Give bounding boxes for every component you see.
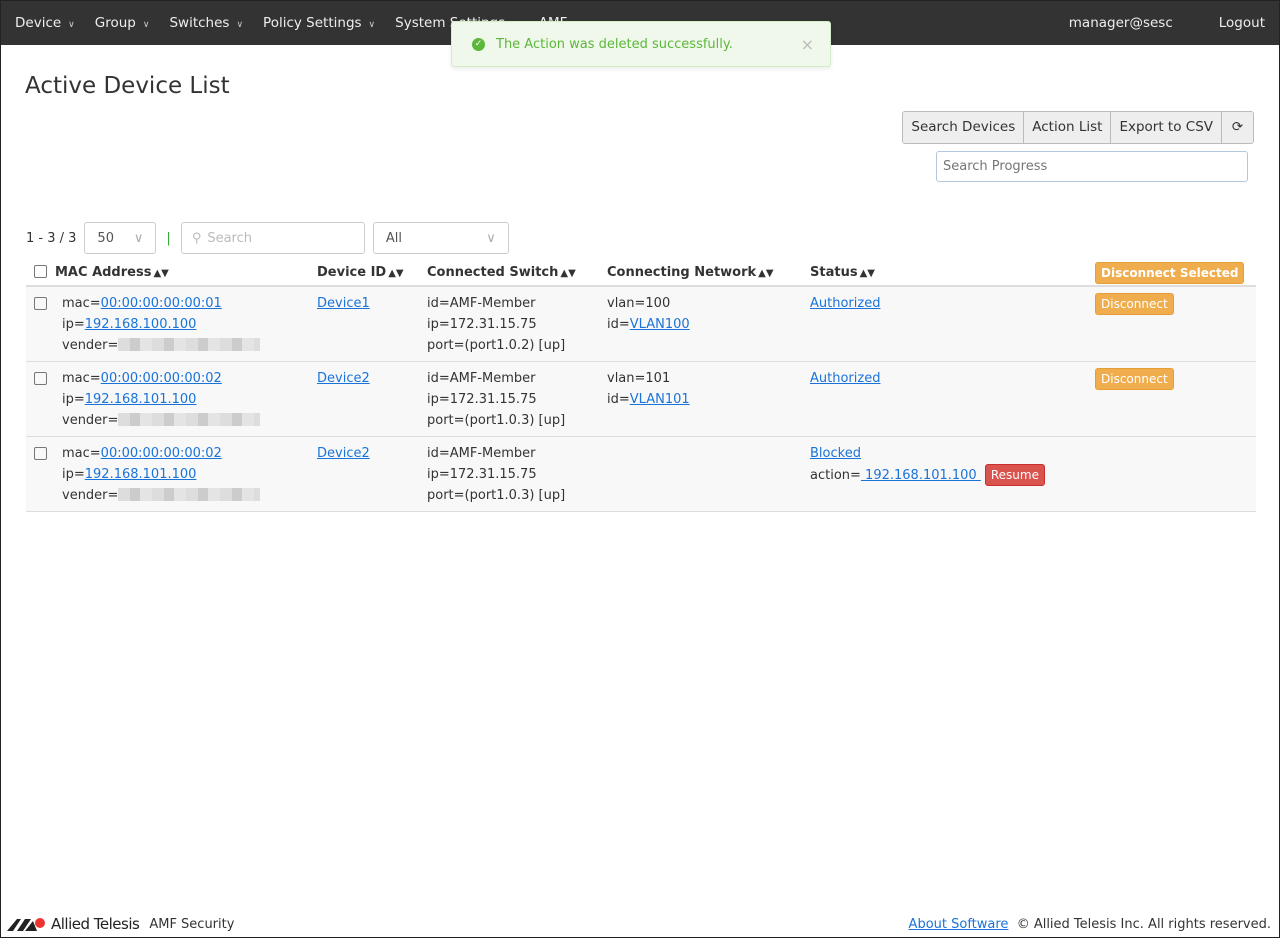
search-devices-button[interactable]: Search Devices — [903, 112, 1025, 143]
status-link[interactable]: Authorized — [810, 371, 881, 386]
user-name[interactable]: manager@sesc — [1068, 15, 1173, 31]
row-checkbox[interactable] — [34, 447, 47, 460]
result-count: 1 - 3 / 3 — [26, 230, 77, 246]
sort-mac[interactable]: MAC Address — [55, 265, 152, 280]
ip-link[interactable]: 192.168.101.100 — [84, 392, 197, 407]
export-csv-button[interactable]: Export to CSV — [1111, 112, 1222, 143]
logo-icon — [7, 918, 45, 931]
close-icon[interactable]: × — [800, 34, 814, 54]
redacted-vendor — [118, 413, 261, 426]
nav-device[interactable]: Device ∨ — [15, 15, 75, 31]
sort-icon[interactable]: ▲▼ — [859, 268, 875, 279]
status-link[interactable]: Blocked — [810, 446, 861, 461]
logout-link[interactable]: Logout — [1218, 15, 1265, 31]
disconnect-selected-button[interactable]: Disconnect Selected — [1095, 261, 1245, 284]
mac-link[interactable]: 00:00:00:00:00:02 — [100, 371, 222, 386]
mac-link[interactable]: 00:00:00:00:00:02 — [100, 446, 222, 461]
product-name: AMF Security — [149, 916, 235, 932]
chevron-down-icon: ∨ — [68, 20, 75, 30]
select-all-checkbox[interactable] — [34, 265, 47, 278]
vlan-link[interactable]: VLAN100 — [629, 317, 690, 332]
toolbar: Search Devices Action List Export to CSV… — [902, 111, 1254, 144]
table-row: mac=00:00:00:00:00:02 ip=192.168.101.100 v… — [26, 361, 1256, 437]
redacted-vendor — [118, 338, 261, 351]
device-link[interactable]: Device2 — [317, 371, 370, 386]
nav-policy-settings[interactable]: Policy Settings ∨ — [263, 15, 376, 31]
search-icon: ⚲ — [191, 230, 202, 246]
status-link[interactable]: Authorized — [810, 296, 881, 311]
nav-group[interactable]: Group ∨ — [94, 15, 150, 31]
action-list-button[interactable]: Action List — [1024, 112, 1112, 143]
refresh-icon: ⟳ — [1231, 119, 1244, 135]
sort-icon[interactable]: ▲▼ — [388, 268, 404, 279]
search-input[interactable]: ⚲ Search — [180, 222, 365, 254]
vlan-link[interactable]: VLAN101 — [629, 392, 690, 407]
sort-icon[interactable]: ▲▼ — [153, 268, 169, 279]
disconnect-button[interactable]: Disconnect — [1095, 293, 1174, 315]
device-link[interactable]: Device2 — [317, 446, 370, 461]
footer: Allied Telesis AMF Security About Softwa… — [7, 915, 1271, 933]
sort-device-id[interactable]: Device ID — [317, 265, 387, 280]
chevron-down-icon: ∨ — [368, 20, 376, 30]
filter-select[interactable]: All ∨ — [372, 222, 509, 254]
resume-button[interactable]: Resume — [984, 464, 1045, 486]
copyright: © Allied Telesis Inc. All rights reserve… — [1016, 916, 1271, 932]
allied-telesis-logo: Allied Telesis — [7, 915, 140, 933]
refresh-button[interactable]: ⟳ — [1222, 112, 1253, 143]
ip-link[interactable]: 192.168.100.100 — [84, 317, 197, 332]
device-link[interactable]: Device1 — [317, 296, 370, 311]
page-title: Active Device List — [25, 73, 230, 99]
about-software-link[interactable]: About Software — [908, 916, 1009, 932]
disconnect-button[interactable]: Disconnect — [1095, 368, 1174, 390]
table-row: mac=00:00:00:00:00:01 ip=192.168.100.100 v… — [26, 286, 1256, 362]
row-checkbox[interactable] — [34, 297, 47, 310]
nav-switches[interactable]: Switches ∨ — [169, 15, 244, 31]
mac-link[interactable]: 00:00:00:00:00:01 — [100, 296, 222, 311]
action-link[interactable]: 192.168.101.100 — [860, 468, 981, 483]
device-table: MAC Address ▲▼ Device ID ▲▼ Connected Swit… — [26, 260, 1256, 512]
table-row: mac=00:00:00:00:00:02 ip=192.168.101.100 v… — [26, 436, 1256, 512]
success-toast: ✓ The Action was deleted successfully. × — [451, 21, 831, 67]
chevron-down-icon: ∨ — [142, 20, 150, 30]
row-checkbox[interactable] — [34, 372, 47, 385]
sort-icon[interactable]: ▲▼ — [758, 268, 774, 279]
sort-status[interactable]: Status — [810, 265, 858, 280]
chevron-down-icon: ∨ — [486, 230, 496, 246]
page-size-select[interactable]: 50 ∨ — [84, 222, 157, 254]
sort-switch[interactable]: Connected Switch — [427, 265, 559, 280]
chevron-down-icon: ∨ — [236, 20, 244, 30]
sort-network[interactable]: Connecting Network — [607, 265, 757, 280]
search-progress-field[interactable] — [936, 151, 1248, 182]
toast-message: The Action was deleted successfully. — [496, 36, 733, 52]
ip-link[interactable]: 192.168.101.100 — [84, 467, 197, 482]
divider: | — [166, 230, 171, 246]
sort-icon[interactable]: ▲▼ — [560, 268, 576, 279]
chevron-down-icon: ∨ — [133, 230, 144, 246]
check-circle-icon: ✓ — [472, 37, 485, 51]
redacted-vendor — [118, 488, 261, 501]
